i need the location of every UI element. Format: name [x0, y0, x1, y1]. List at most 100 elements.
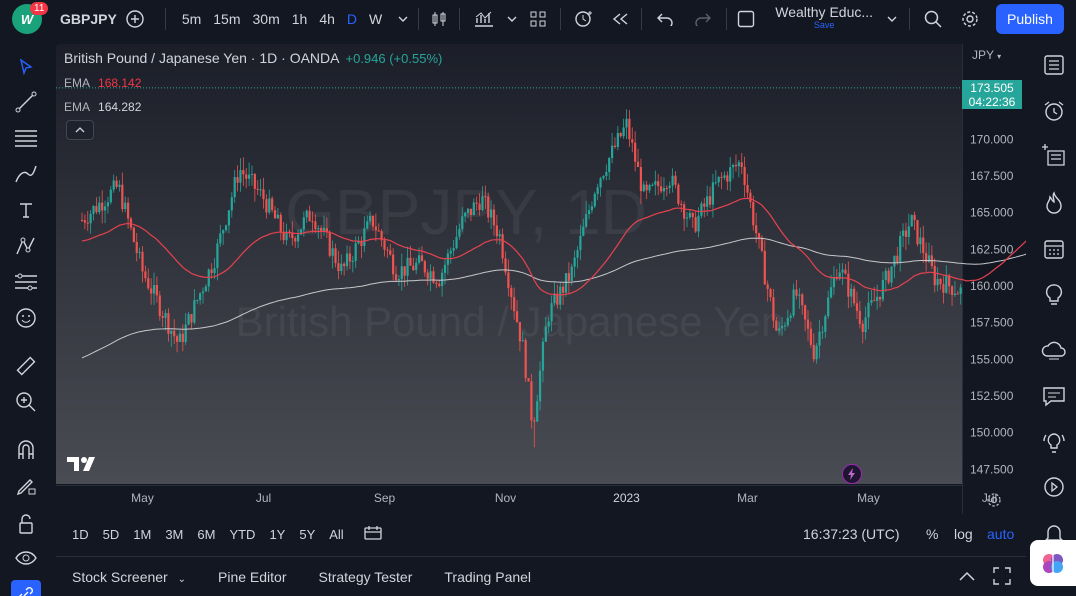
maximize-panel-icon[interactable] — [993, 567, 1011, 588]
candle-body — [135, 241, 138, 253]
ema-legend-slow[interactable]: EMA 164.282 — [64, 100, 141, 114]
assistant-brain-button[interactable] — [1030, 540, 1076, 586]
trend-line-icon[interactable] — [11, 88, 41, 116]
candle-body — [458, 229, 461, 237]
pattern-tool-icon[interactable] — [11, 232, 41, 260]
ideas-stream-icon[interactable] — [1039, 428, 1069, 458]
fib-retracement-icon[interactable] — [11, 124, 41, 152]
ema-slow-line — [81, 237, 1026, 359]
text-tool-icon[interactable] — [11, 196, 41, 224]
toolbar-divider — [909, 8, 911, 30]
log-scale-toggle[interactable]: log — [954, 526, 973, 542]
timezone-clock[interactable]: 16:37:23 (UTC) — [803, 526, 900, 542]
range-6m[interactable]: 6M — [197, 526, 216, 542]
tradingview-logo[interactable] — [67, 455, 99, 478]
replay-icon[interactable] — [603, 0, 637, 38]
candle-body — [674, 175, 677, 185]
range-5y[interactable]: 5Y — [299, 526, 316, 542]
chevron-down-icon[interactable] — [392, 0, 414, 38]
search-icon[interactable] — [914, 0, 952, 38]
play-circle-icon[interactable] — [1039, 472, 1069, 502]
smiley-icon[interactable] — [11, 304, 41, 332]
cursor-arrow-icon[interactable] — [11, 53, 41, 81]
candle-body — [233, 177, 236, 198]
chart-pane[interactable]: GBPJPY, 1D British Pound / Japanese Yen … — [56, 44, 1026, 514]
candle-body — [671, 175, 674, 186]
tab-stock-screener[interactable]: Stock Screener ⌄ — [72, 569, 186, 585]
range-ytd[interactable]: YTD — [229, 526, 256, 542]
candle-body — [322, 228, 326, 231]
price-chart[interactable]: GBPJPY, 1D British Pound / Japanese Yen … — [56, 44, 1026, 514]
tab-pine-editor[interactable]: Pine Editor — [218, 568, 287, 585]
alarm-clock-icon[interactable] — [1039, 96, 1069, 126]
range-all[interactable]: All — [329, 526, 344, 542]
notifications-bell-icon[interactable] — [1039, 518, 1069, 548]
date-range-icon[interactable] — [364, 525, 382, 544]
candle-body — [429, 271, 432, 279]
redo-icon[interactable] — [684, 0, 722, 38]
range-5d[interactable]: 5D — [102, 526, 120, 542]
gear-icon[interactable] — [952, 0, 988, 38]
chevron-down-icon[interactable]: ⌄ — [177, 573, 186, 585]
indicators-icon[interactable] — [464, 0, 504, 38]
interval-4h[interactable]: 4h — [319, 11, 335, 27]
chat-icon[interactable] — [1039, 382, 1069, 412]
lightning-icon[interactable] — [842, 464, 862, 484]
chevron-down-icon[interactable] — [504, 0, 520, 38]
candle-body — [273, 210, 277, 219]
tab-trading-panel[interactable]: Trading Panel — [444, 568, 532, 585]
symbol-search-button[interactable]: GBPJPY — [60, 11, 117, 27]
range-3m[interactable]: 3M — [165, 526, 184, 542]
pencil-lock-icon[interactable] — [11, 472, 41, 500]
data-window-icon[interactable] — [1039, 140, 1069, 170]
axis-settings-icon[interactable] — [986, 492, 1002, 513]
auto-scale-toggle[interactable]: auto — [987, 526, 1015, 542]
compare-symbol-icon[interactable] — [123, 0, 147, 38]
candle-body — [936, 278, 939, 286]
streams-cloud-icon[interactable] — [1039, 336, 1069, 366]
magnet-icon[interactable] — [11, 436, 41, 464]
candle-body — [279, 214, 282, 232]
ema-legend-fast[interactable]: EMA 168.142 — [64, 76, 141, 90]
undo-icon[interactable] — [646, 0, 684, 38]
publish-button[interactable]: Publish — [996, 4, 1064, 34]
tab-strategy-tester[interactable]: Strategy Tester — [318, 568, 413, 585]
chevron-up-icon[interactable] — [958, 569, 976, 585]
interval-1h[interactable]: 1h — [291, 11, 308, 27]
layout-name-button[interactable]: Wealthy Educ... Save — [775, 5, 873, 32]
candles-chart-type-icon[interactable] — [423, 0, 455, 38]
fullscreen-layout-icon[interactable] — [731, 0, 761, 38]
candle-body — [893, 255, 896, 267]
candle-body — [613, 145, 617, 147]
chevron-down-icon[interactable] — [879, 0, 905, 38]
prediction-tool-icon[interactable] — [11, 268, 41, 296]
currency-selector[interactable]: JPY ▾ — [972, 48, 1002, 62]
eye-icon[interactable] — [11, 544, 41, 572]
range-1y[interactable]: 1Y — [269, 526, 286, 542]
user-avatar[interactable]: W 11 — [12, 2, 49, 34]
calendar-icon[interactable] — [1039, 234, 1069, 264]
candle-body — [259, 189, 262, 191]
candle-body — [608, 157, 611, 173]
templates-grid-icon[interactable] — [520, 0, 556, 38]
interval-30m[interactable]: 30m — [252, 11, 280, 27]
alert-clock-icon[interactable] — [565, 0, 603, 38]
zoom-in-icon[interactable] — [11, 388, 41, 416]
percent-scale-toggle[interactable]: % — [926, 526, 939, 542]
watchlist-icon[interactable] — [1039, 50, 1069, 80]
lock-icon[interactable] — [11, 510, 41, 538]
candle-body — [683, 204, 686, 219]
range-1d[interactable]: 1D — [72, 526, 89, 542]
legend-collapse-button[interactable] — [66, 120, 94, 140]
ruler-icon[interactable] — [11, 352, 41, 380]
interval-15m[interactable]: 15m — [213, 11, 241, 27]
interval-5m[interactable]: 5m — [181, 11, 202, 27]
hotlist-fire-icon[interactable] — [1039, 188, 1069, 218]
interval-d[interactable]: D — [346, 11, 358, 27]
bottom-panel-tabs: Stock Screener ⌄ Pine Editor Strategy Te… — [56, 556, 1026, 596]
interval-w[interactable]: W — [369, 11, 383, 27]
range-1m[interactable]: 1M — [133, 526, 152, 542]
link-icon[interactable] — [11, 580, 41, 596]
brush-icon[interactable] — [11, 160, 41, 188]
ideas-lightbulb-icon[interactable] — [1039, 280, 1069, 310]
